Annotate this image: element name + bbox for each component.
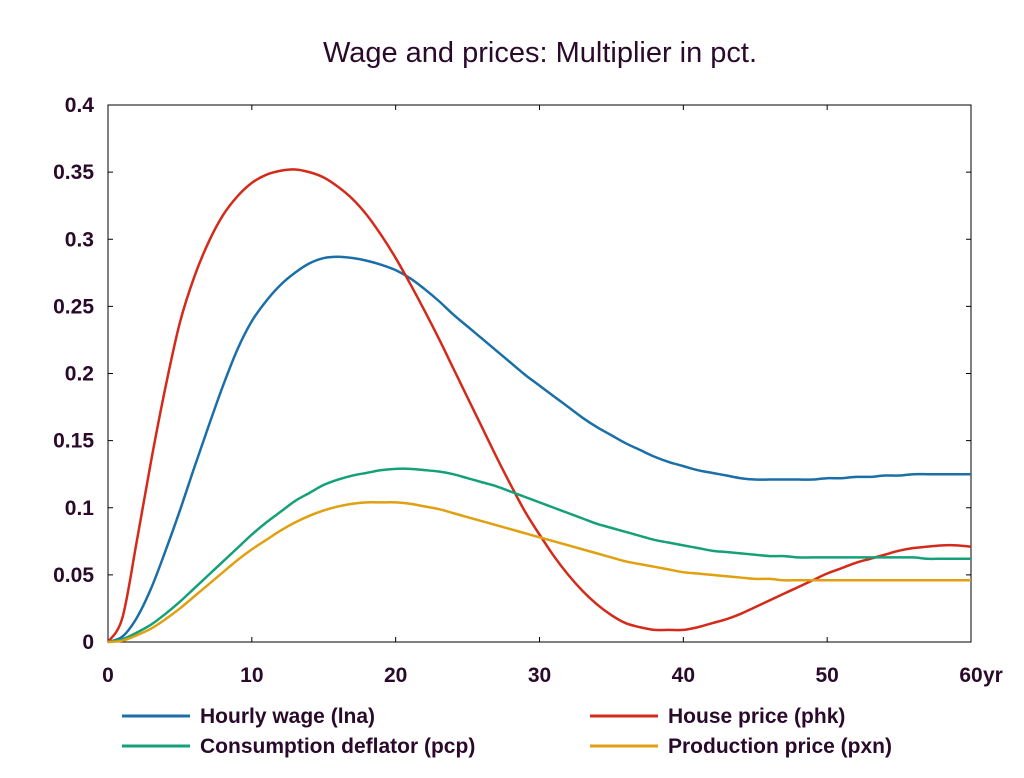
x-unit-label: yr (983, 664, 1003, 687)
y-tick-label: 0.35 (53, 161, 94, 184)
legend-label-hourly-wage-lna: Hourly wage (lna) (200, 705, 375, 728)
y-tick-label: 0.25 (53, 295, 94, 318)
series-line-house-price-phk (106, 168, 972, 643)
y-tick-label: 0.3 (65, 228, 94, 251)
y-tick-label: 0.05 (53, 564, 94, 587)
x-axis: 0 10 20 30 40 50 60 yr (102, 105, 1003, 687)
y-tick-label: 0.15 (53, 430, 94, 453)
x-tick-label: 20 (384, 664, 407, 687)
x-tick-label: 40 (672, 664, 695, 687)
x-tick-label: 10 (240, 664, 263, 687)
x-tick-label: 30 (528, 664, 551, 687)
y-tick-label: 0.4 (65, 94, 95, 117)
series-line-production-price-pxn (107, 501, 971, 644)
y-tick-label: 0.2 (65, 363, 94, 386)
x-tick-label: 0 (102, 664, 114, 687)
y-tick-label: 0.1 (65, 497, 95, 520)
legend-label-consumption-deflator-pcp: Consumption deflator (pcp) (200, 735, 475, 758)
series-lines (106, 168, 972, 644)
y-tick-label: 0 (82, 631, 94, 654)
x-tick-label: 60 (959, 664, 982, 687)
chart-title: Wage and prices: Multiplier in pct. (323, 37, 757, 69)
series-line-hourly-wage-lna (107, 255, 971, 644)
y-axis: 0 0.05 0.1 0.15 0.2 0.25 0.3 0.35 0.4 (53, 94, 971, 654)
series-line-consumption-deflator-pcp (107, 467, 972, 644)
legend-label-house-price-phk: House price (phk) (668, 705, 845, 728)
legend-label-production-price-pxn: Production price (pxn) (668, 735, 892, 758)
legend: Hourly wage (lna) House price (phk) Consum… (122, 705, 892, 758)
x-tick-label: 50 (815, 664, 838, 687)
